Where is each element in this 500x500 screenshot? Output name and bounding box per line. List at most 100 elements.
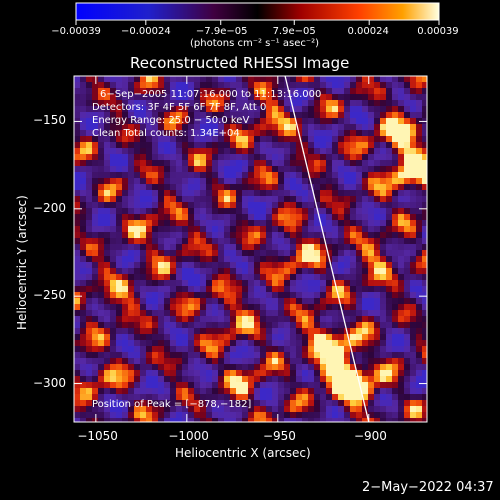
heatmap-cell	[350, 280, 356, 286]
heatmap-cell	[98, 118, 104, 124]
heatmap-cell	[164, 274, 170, 280]
heatmap-cell	[308, 106, 314, 112]
heatmap-cell	[308, 328, 314, 334]
heatmap-cell	[158, 280, 164, 286]
heatmap-cell	[374, 328, 380, 334]
heatmap-cell	[266, 304, 272, 310]
heatmap-cell	[80, 166, 86, 172]
heatmap-cell	[296, 262, 302, 268]
heatmap-cell	[212, 394, 218, 400]
heatmap-cell	[164, 256, 170, 262]
heatmap-cell	[236, 256, 242, 262]
heatmap-cell	[200, 280, 206, 286]
heatmap-cell	[410, 172, 416, 178]
heatmap-cell	[344, 190, 350, 196]
heatmap-cell	[260, 160, 266, 166]
heatmap-cell	[380, 166, 386, 172]
heatmap-cell	[206, 274, 212, 280]
heatmap-cell	[254, 388, 260, 394]
x-tick-label: −900	[353, 429, 387, 443]
heatmap-cell	[110, 268, 116, 274]
heatmap-cell	[344, 166, 350, 172]
heatmap-cell	[104, 364, 110, 370]
heatmap-cell	[248, 142, 254, 148]
heatmap-cell	[200, 370, 206, 376]
colorbar-tick-label: 0.00039	[417, 26, 459, 37]
heatmap-cell	[260, 322, 266, 328]
heatmap-cell	[398, 226, 404, 232]
heatmap-cell	[260, 412, 266, 418]
heatmap-cell	[248, 370, 254, 376]
heatmap-cell	[314, 418, 320, 422]
heatmap-cell	[284, 304, 290, 310]
heatmap-cell	[212, 178, 218, 184]
heatmap-cell	[74, 232, 80, 238]
heatmap-cell	[110, 142, 116, 148]
heatmap-cell	[326, 244, 332, 250]
heatmap-cell	[176, 178, 182, 184]
heatmap-cell	[104, 310, 110, 316]
heatmap-cell	[128, 76, 134, 82]
heatmap-cell	[326, 88, 332, 94]
heatmap-cell	[80, 286, 86, 292]
heatmap-cell	[98, 268, 104, 274]
heatmap-cell	[266, 166, 272, 172]
heatmap-cell	[416, 304, 422, 310]
heatmap-cell	[296, 418, 302, 422]
heatmap-cell	[110, 310, 116, 316]
heatmap-cell	[374, 106, 380, 112]
heatmap-cell	[170, 358, 176, 364]
heatmap-cell	[230, 352, 236, 358]
heatmap-cell	[194, 412, 200, 418]
heatmap-cell	[380, 160, 386, 166]
annotation-detectors: Detectors: 3F 4F 5F 6F 7F 8F, Att 0	[92, 102, 267, 113]
heatmap-cell	[260, 112, 266, 118]
heatmap-cell	[266, 250, 272, 256]
heatmap-cell	[404, 358, 410, 364]
heatmap-cell	[350, 142, 356, 148]
heatmap-cell	[260, 400, 266, 406]
heatmap-cell	[314, 382, 320, 388]
heatmap-cell	[416, 334, 422, 340]
heatmap-cell	[350, 220, 356, 226]
heatmap-cell	[350, 376, 356, 382]
heatmap-cell	[140, 364, 146, 370]
heatmap-cell	[200, 220, 206, 226]
heatmap-cell	[110, 226, 116, 232]
heatmap-cell	[194, 382, 200, 388]
heatmap-cell	[254, 220, 260, 226]
heatmap-cell	[224, 382, 230, 388]
heatmap-cell	[170, 352, 176, 358]
heatmap-cell	[410, 292, 416, 298]
heatmap-cell	[104, 280, 110, 286]
heatmap-cell	[158, 172, 164, 178]
heatmap-cell	[194, 328, 200, 334]
heatmap-cell	[74, 340, 80, 346]
heatmap-cell	[242, 382, 248, 388]
heatmap-cell	[116, 166, 122, 172]
heatmap-cell	[338, 166, 344, 172]
heatmap-cell	[176, 268, 182, 274]
heatmap-cell	[248, 178, 254, 184]
heatmap-cell	[350, 202, 356, 208]
heatmap-cell	[206, 88, 212, 94]
y-axis-ticks	[74, 120, 427, 385]
heatmap-cell	[98, 292, 104, 298]
heatmap-cell	[188, 232, 194, 238]
heatmap-cell	[374, 214, 380, 220]
heatmap-cell	[194, 322, 200, 328]
heatmap-cell	[362, 274, 368, 280]
heatmap-cell	[314, 166, 320, 172]
heatmap-cell	[98, 322, 104, 328]
heatmap-cell	[362, 286, 368, 292]
heatmap-cell	[140, 82, 146, 88]
heatmap-cell	[128, 304, 134, 310]
heatmap-cell	[140, 100, 146, 106]
heatmap-cell	[272, 310, 278, 316]
heatmap-cell	[332, 400, 338, 406]
heatmap-cell	[296, 334, 302, 340]
heatmap-cell	[296, 148, 302, 154]
heatmap-cell	[230, 226, 236, 232]
heatmap-cell	[98, 286, 104, 292]
heatmap-cell	[200, 88, 206, 94]
